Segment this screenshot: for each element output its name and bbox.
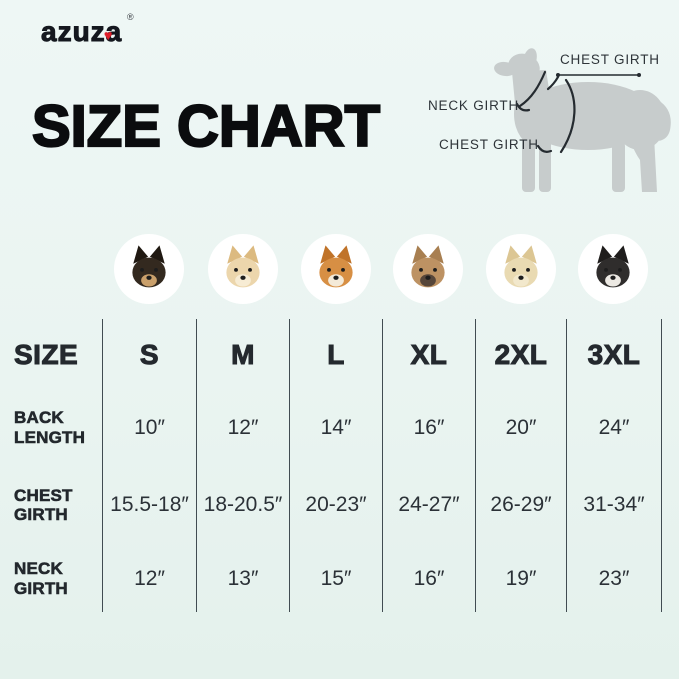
dog-photo-pomeranian (208, 234, 278, 304)
cell-chest-girth-3xl: 31-34″ (566, 465, 662, 545)
cell-neck-girth-s: 12″ (102, 545, 196, 612)
cell-back-length-l: 14″ (289, 390, 382, 465)
row-header-neck-girth: NECK GIRTH (14, 559, 68, 598)
page-title: SIZE CHART (31, 93, 381, 160)
brand-logo: azuza ♥ ® (40, 12, 133, 48)
diagram-label-neck-girth: NECK GIRTH (428, 98, 520, 113)
cell-chest-girth-s: 15.5-18″ (102, 465, 196, 545)
dog-photo-french-bulldog (393, 234, 463, 304)
column-header-2xl: 2XL (475, 319, 566, 390)
dog-photo-shiba-inu (301, 234, 371, 304)
column-header-3xl: 3XL (566, 319, 662, 390)
registered-trademark-icon: ® (127, 12, 134, 22)
dog-photo-chihuahua (114, 234, 184, 304)
cell-back-length-m: 12″ (196, 390, 289, 465)
cell-neck-girth-m: 13″ (196, 545, 289, 612)
size-header-label: SIZE (13, 338, 79, 370)
measurement-diagram: CHEST GIRTH NECK GIRTH CHEST GIRTH (408, 42, 676, 212)
row-header-chest-girth: CHEST GIRTH (14, 485, 73, 525)
column-header-l: L (289, 319, 382, 390)
cell-neck-girth-3xl: 23″ (566, 545, 662, 612)
cell-neck-girth-2xl: 19″ (475, 545, 566, 612)
column-header-m: M (196, 319, 289, 390)
cell-neck-girth-l: 15″ (289, 545, 382, 612)
dog-photo-border-collie (578, 234, 648, 304)
cell-back-length-xl: 16″ (382, 390, 475, 465)
size-table-header: SIZE (0, 319, 102, 390)
dog-photo-labrador (486, 234, 556, 304)
cell-chest-girth-l: 20-23″ (289, 465, 382, 545)
cell-back-length-2xl: 20″ (475, 390, 566, 465)
diagram-label-chest-girth: CHEST GIRTH (439, 137, 539, 152)
cell-back-length-3xl: 24″ (566, 390, 662, 465)
cell-neck-girth-xl: 16″ (382, 545, 475, 612)
column-header-s: S (102, 319, 196, 390)
diagram-label-back-measure: CHEST GIRTH (560, 52, 660, 67)
row-header-back-length: BACK LENGTH (14, 408, 86, 447)
brand-logo-text: azuza (40, 16, 123, 48)
heart-icon: ♥ (104, 27, 113, 43)
cell-chest-girth-2xl: 26-29″ (475, 465, 566, 545)
cell-back-length-s: 10″ (102, 390, 196, 465)
cell-chest-girth-m: 18-20.5″ (196, 465, 289, 545)
dog-silhouette-graphic (494, 48, 671, 192)
size-table: SIZE S M L XL 2XL 3XL BACK LENGTH 10″ 12″… (0, 319, 662, 612)
cell-chest-girth-xl: 24-27″ (382, 465, 475, 545)
column-header-xl: XL (382, 319, 475, 390)
